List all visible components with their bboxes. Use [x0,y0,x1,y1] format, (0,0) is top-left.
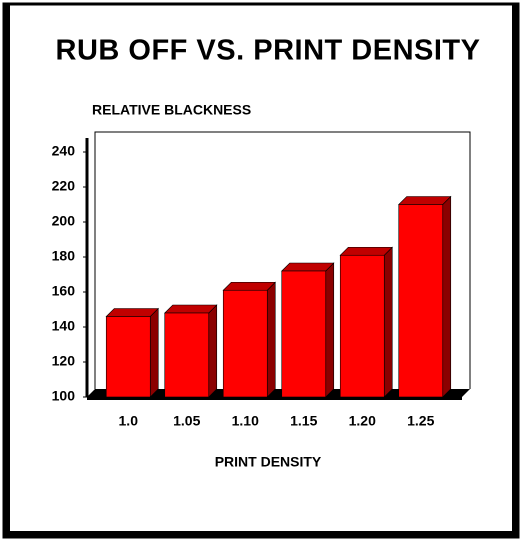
bar [281,262,335,398]
bar-side [208,304,218,398]
y-tick-label: 240 [52,143,76,159]
x-tick-label: 1.10 [232,413,259,429]
bar-front [339,254,385,398]
bar-side [442,195,452,398]
bar-top [281,262,335,272]
bar [164,304,218,398]
bar-side [266,281,276,398]
x-tick-label: 1.05 [173,413,200,429]
bar-side [383,246,393,398]
bar-front [398,204,444,398]
y-tick-label: 140 [52,318,76,334]
bar-side [149,307,159,398]
y-axis-label: RELATIVE BLACKNESS [92,102,251,118]
back-wall [94,131,471,389]
y-tick-label: 180 [52,248,76,264]
bar-top [222,281,276,291]
bar-front [164,312,210,398]
bar [339,246,393,398]
frame-bottom [4,531,518,537]
x-tick-label: 1.20 [349,413,376,429]
y-tick-label: 200 [52,213,76,229]
floor-edge [87,396,462,400]
y-tick-label: 220 [52,178,76,194]
x-axis-label: PRINT DENSITY [215,454,322,470]
frame-left [4,4,10,537]
y-tick-label: 120 [52,353,76,369]
y-tick-label: 100 [52,388,76,404]
bar [105,307,159,398]
x-tick-label: 1.15 [290,413,317,429]
chart-title: RUB OFF VS. PRINT DENSITY [56,35,481,67]
bar-top [105,308,159,317]
bar-top [398,196,452,205]
bar-top [164,304,218,314]
bar-side [325,262,335,398]
bar-front [281,270,327,398]
y-tick-label: 160 [52,283,76,299]
x-tick-label: 1.0 [119,413,139,429]
bar [222,281,276,398]
bar [398,195,452,398]
bar-top [339,246,393,256]
bar-front [222,289,268,398]
x-tick-label: 1.25 [407,413,434,429]
bar-front [105,316,151,398]
frame-right [512,4,518,537]
